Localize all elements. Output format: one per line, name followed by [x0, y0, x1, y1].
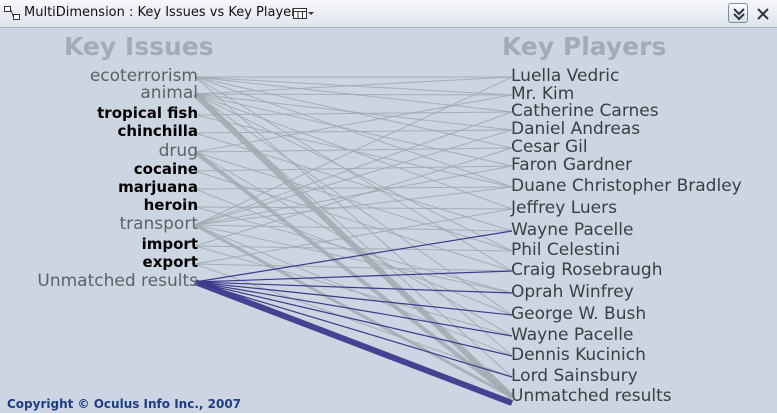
- connection-line: [194, 223, 513, 399]
- issue-item[interactable]: Unmatched results: [37, 271, 198, 291]
- issue-item[interactable]: transport: [119, 214, 198, 234]
- connection-line: [194, 281, 513, 357]
- player-item[interactable]: Duane Christopher Bradley: [511, 176, 742, 196]
- issue-item[interactable]: marjuana: [118, 178, 198, 196]
- connection-lines: [192, 76, 515, 406]
- player-item[interactable]: Mr. Kim: [511, 84, 575, 104]
- connection-line: [194, 111, 513, 116]
- player-item[interactable]: Craig Rosebraugh: [511, 260, 663, 280]
- connection-line: [194, 76, 513, 272]
- issue-item[interactable]: import: [141, 235, 198, 253]
- connection-line: [194, 230, 513, 283]
- player-item[interactable]: George W. Bush: [511, 304, 647, 324]
- player-item[interactable]: Luella Vedric: [511, 66, 620, 86]
- connection-line: [194, 224, 513, 232]
- connection-line: [194, 206, 513, 294]
- issue-item[interactable]: ecoterrorism: [89, 66, 198, 86]
- connection-line: [194, 206, 513, 210]
- close-button[interactable]: [752, 3, 772, 23]
- issue-item[interactable]: tropical fish: [97, 104, 198, 122]
- connection-line: [194, 93, 513, 167]
- view-mode-dropdown-icon[interactable]: [293, 6, 315, 21]
- player-item[interactable]: Wayne Pacelle: [511, 325, 634, 345]
- connection-line: [194, 186, 513, 226]
- connection-line: [192, 91, 515, 400]
- player-item[interactable]: Dennis Kucinich: [511, 345, 646, 365]
- connection-line: [194, 281, 513, 316]
- key-issues-heading: Key Issues: [64, 32, 214, 61]
- connection-line: [194, 93, 513, 316]
- player-item[interactable]: Faron Gardner: [511, 155, 633, 175]
- connection-line: [194, 132, 513, 232]
- player-item[interactable]: Lord Sainsbury: [511, 366, 638, 386]
- connection-line: [194, 281, 513, 378]
- connection-line: [194, 281, 513, 294]
- key-players-heading: Key Players: [502, 32, 667, 61]
- player-item[interactable]: Jeffrey Luers: [511, 198, 617, 218]
- connection-line: [194, 151, 513, 252]
- player-item[interactable]: Cesar Gil: [511, 137, 588, 157]
- copyright-text: Copyright © Oculus Info Inc., 2007: [7, 397, 242, 411]
- connection-line: [194, 93, 513, 131]
- connection-line: [194, 263, 513, 272]
- player-item[interactable]: Phil Celestini: [511, 240, 621, 260]
- connection-line: [194, 111, 513, 226]
- connection-line: [194, 270, 513, 283]
- collapse-button[interactable]: [728, 3, 748, 23]
- connection-line: [193, 279, 514, 406]
- issue-item[interactable]: chinchilla: [117, 122, 198, 140]
- multidimension-icon: [4, 6, 20, 20]
- issue-item[interactable]: cocaine: [133, 160, 198, 178]
- window-title: MultiDimension : Key Issues vs Key Playe…: [24, 5, 304, 20]
- connection-line: [194, 76, 513, 95]
- connection-line: [194, 186, 513, 190]
- connection-line: [194, 170, 513, 272]
- double-chevron-down-icon: [733, 8, 745, 21]
- player-item[interactable]: Unmatched results: [511, 386, 672, 406]
- connection-line: [194, 76, 513, 226]
- player-item[interactable]: Wayne Pacelle: [511, 220, 634, 240]
- close-icon: [757, 8, 769, 20]
- issue-item[interactable]: heroin: [143, 196, 198, 214]
- connection-line: [194, 224, 513, 294]
- connection-line: [194, 93, 513, 252]
- connection-line: [194, 165, 513, 226]
- multidimension-panel: Key Issues Key Players ecoterrorism anima…: [0, 28, 777, 413]
- player-item[interactable]: Daniel Andreas: [511, 119, 641, 139]
- connection-line: [194, 93, 513, 96]
- connection-line: [194, 147, 513, 153]
- connection-line: [194, 129, 513, 226]
- issue-item[interactable]: drug: [158, 141, 198, 161]
- player-item[interactable]: Oprah Winfrey: [511, 282, 634, 302]
- connection-line: [193, 150, 514, 399]
- connection-line: [194, 188, 513, 316]
- connection-line: [194, 245, 513, 337]
- issue-item[interactable]: animal: [140, 83, 198, 103]
- issue-item[interactable]: export: [142, 253, 198, 271]
- window-titlebar: MultiDimension : Key Issues vs Key Playe…: [0, 0, 777, 28]
- connection-line: [194, 147, 513, 247]
- connection-line: [194, 281, 513, 337]
- player-item[interactable]: Catherine Carnes: [511, 101, 659, 121]
